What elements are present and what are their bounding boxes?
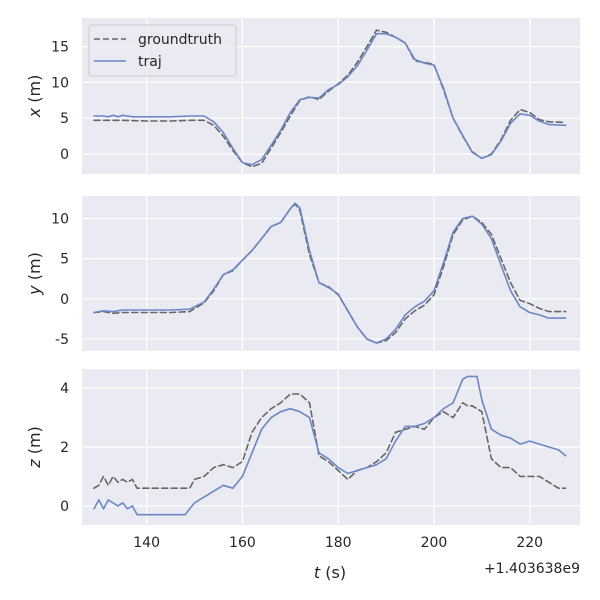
series-lines <box>93 29 567 168</box>
y-tick-label: 0 <box>60 147 69 163</box>
y-tick-label: 5 <box>60 111 69 127</box>
series-lines <box>93 202 567 344</box>
y-axis-label: x (m) <box>25 75 44 119</box>
x-axis-label-variable: t <box>314 563 321 582</box>
y-tick-label: 15 <box>51 40 69 56</box>
series-line-traj <box>93 375 567 516</box>
legend-label-groundtruth: groundtruth <box>138 32 222 48</box>
y-tick-label: 4 <box>60 381 69 397</box>
x-tick-label: 200 <box>421 535 448 551</box>
series-line-traj <box>93 32 567 166</box>
y-tick-label: 5 <box>60 252 69 268</box>
series-line-groundtruth <box>93 393 567 489</box>
x-tick-label: 140 <box>133 535 160 551</box>
y-tick-label: -5 <box>55 332 69 348</box>
subplot-1: 0 5 10 15 x (m) <box>25 18 580 174</box>
y-tick-label: 10 <box>51 75 69 91</box>
x-axis-label-unit: (s) <box>320 563 346 582</box>
y-axis-label-unit: (m) <box>25 75 44 108</box>
y-tick-label: 10 <box>51 211 69 227</box>
y-axis-label-variable: y <box>25 285 44 296</box>
series-lines <box>93 375 567 516</box>
y-axis-label-unit: (m) <box>25 252 44 285</box>
x-axis: 140 160 180 200 220 t (s) +1.403638e9 <box>133 535 580 582</box>
y-axis-label-variable: z <box>25 459 44 469</box>
y-axis-label: y (m) <box>25 252 44 296</box>
x-offset-label: +1.403638e9 <box>484 561 580 577</box>
series-line-traj <box>93 202 567 344</box>
subplot-2: -5 0 5 10 y (m) <box>25 196 580 351</box>
subplot-3: 0 2 4 z (m) <box>25 369 580 525</box>
x-tick-label: 160 <box>229 535 256 551</box>
legend-label-traj: traj <box>138 54 162 70</box>
x-tick-label: 220 <box>516 535 543 551</box>
x-tick-label: 180 <box>325 535 352 551</box>
legend-box <box>88 24 237 77</box>
y-axis-label-variable: x <box>25 107 44 118</box>
subplots: 0 5 10 15 x (m) -5 0 5 10 y (m) 0 2 4 z (m) <box>25 18 580 525</box>
y-tick-label: 0 <box>60 499 69 515</box>
y-tick-label: 0 <box>60 292 69 308</box>
y-axis-label-unit: (m) <box>25 426 44 459</box>
y-axis-label: z (m) <box>25 426 44 469</box>
y-tick-label: 2 <box>60 440 69 456</box>
legend: groundtruth traj <box>88 24 237 77</box>
plot-background <box>82 196 580 351</box>
x-axis-label: t (s) <box>314 563 346 582</box>
